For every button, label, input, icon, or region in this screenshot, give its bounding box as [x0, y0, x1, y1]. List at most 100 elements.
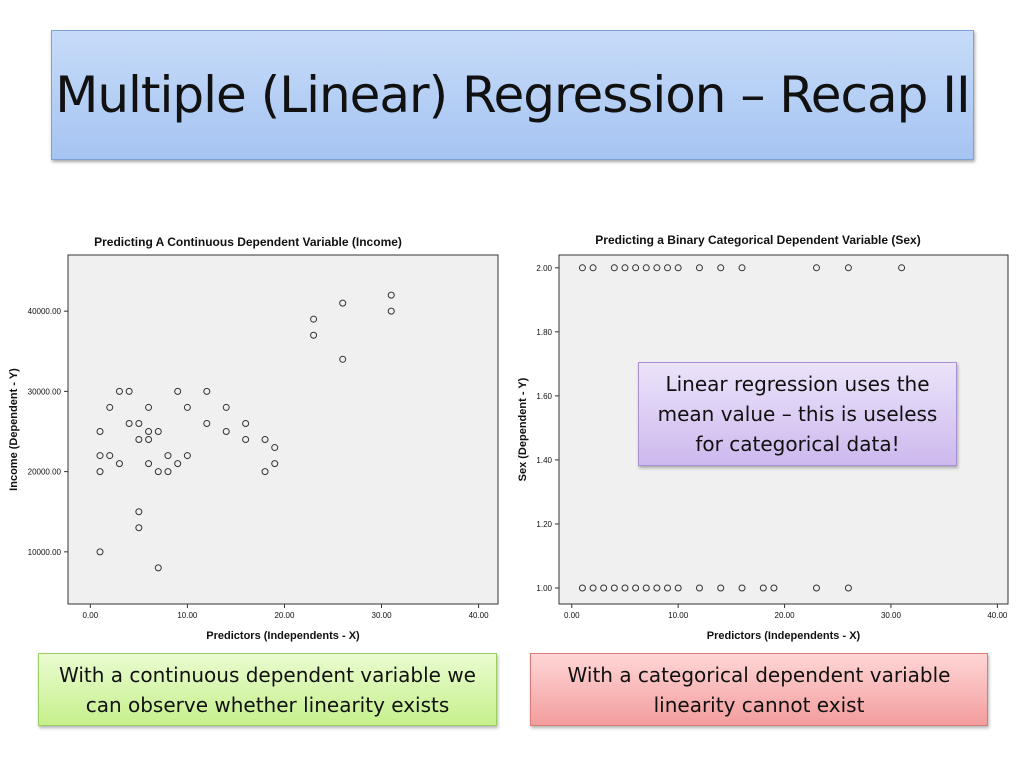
- sex-x-tick-label: 10.00: [668, 611, 689, 620]
- sex-y-tick-label: 1.20: [536, 520, 552, 529]
- income-data-point: [115, 387, 123, 395]
- continuous-note-callout: With a continuous dependent variable we …: [38, 653, 497, 726]
- income-data-point: [145, 403, 153, 411]
- income-data-point: [242, 419, 250, 427]
- sex-data-point: [600, 584, 608, 592]
- sex-y-axis-label: Sex (Dependent - Y): [517, 377, 529, 481]
- income-data-point: [339, 355, 347, 363]
- sex-data-point: [844, 264, 852, 272]
- income-data-point: [154, 564, 162, 572]
- income-data-point: [242, 436, 250, 444]
- sex-y-tick-label: 1.80: [536, 328, 552, 337]
- income-y-axis-label: Income (Dependent - Y): [8, 368, 20, 491]
- income-data-point: [203, 387, 211, 395]
- sex-y-tick-label: 1.60: [536, 392, 552, 401]
- income-data-point: [135, 419, 143, 427]
- sex-data-point: [632, 584, 640, 592]
- income-x-tick-label: 10.00: [177, 611, 198, 620]
- income-data-point: [222, 403, 230, 411]
- income-data-point: [387, 307, 395, 315]
- income-data-point: [106, 403, 114, 411]
- income-data-point: [183, 403, 191, 411]
- sex-data-point: [664, 584, 672, 592]
- sex-data-point: [844, 584, 852, 592]
- income-data-point: [106, 452, 114, 460]
- income-data-point: [310, 331, 318, 339]
- sex-data-point: [653, 584, 661, 592]
- sex-data-point: [642, 264, 650, 272]
- income-chart-title: Predicting A Continuous Dependent Variab…: [94, 235, 402, 249]
- income-data-point: [96, 452, 104, 460]
- income-data-point: [271, 444, 279, 452]
- income-y-tick-label: 10000.00: [28, 548, 62, 557]
- sex-data-point: [738, 264, 746, 272]
- income-data-point: [145, 436, 153, 444]
- sex-y-tick-label: 1.40: [536, 456, 552, 465]
- income-plot-area: [67, 254, 499, 605]
- income-data-point: [115, 460, 123, 468]
- income-data-point: [339, 299, 347, 307]
- sex-data-point: [610, 264, 618, 272]
- sex-data-point: [674, 264, 682, 272]
- income-data-point: [261, 468, 269, 476]
- income-data-point: [164, 468, 172, 476]
- sex-data-point: [695, 264, 703, 272]
- sex-data-point: [578, 264, 586, 272]
- income-x-axis-label: Predictors (Independents - X): [206, 630, 360, 642]
- income-data-point: [125, 387, 133, 395]
- sex-x-axis-label: Predictors (Independents - X): [707, 630, 861, 642]
- sex-data-point: [621, 264, 629, 272]
- income-data-point: [135, 508, 143, 516]
- continuous-note-text: With a continuous dependent variable we …: [59, 662, 476, 717]
- income-data-point: [154, 428, 162, 436]
- income-data-point: [164, 452, 172, 460]
- income-data-point: [203, 419, 211, 427]
- sex-data-point: [610, 584, 618, 592]
- sex-y-tick-label: 1.00: [536, 584, 552, 593]
- sex-x-tick-label: 40.00: [987, 611, 1008, 620]
- income-data-point: [261, 436, 269, 444]
- title-banner: Multiple (Linear) Regression – Recap II: [51, 30, 974, 160]
- sex-data-point: [589, 264, 597, 272]
- income-x-tick-label: 30.00: [372, 611, 393, 620]
- income-y-tick-label: 40000.00: [28, 307, 62, 316]
- income-data-point: [125, 419, 133, 427]
- income-data-point: [145, 428, 153, 436]
- sex-x-tick-label: 30.00: [881, 611, 902, 620]
- sex-y-tick-label: 2.00: [536, 264, 552, 273]
- categorical-note-text: With a categorical dependent variable li…: [567, 662, 951, 717]
- income-data-point: [183, 452, 191, 460]
- categorical-note-callout: With a categorical dependent variable li…: [530, 653, 988, 726]
- income-data-point: [135, 436, 143, 444]
- sex-data-point: [898, 264, 906, 272]
- income-y-tick-label: 30000.00: [28, 387, 62, 396]
- sex-data-point: [738, 584, 746, 592]
- sex-data-point: [632, 264, 640, 272]
- sex-x-tick-label: 20.00: [775, 611, 796, 620]
- sex-data-point: [759, 584, 767, 592]
- mean-value-callout: Linear regression uses the mean value – …: [638, 362, 957, 466]
- sex-data-point: [664, 264, 672, 272]
- sex-data-point: [589, 584, 597, 592]
- sex-data-point: [653, 264, 661, 272]
- sex-data-point: [770, 584, 778, 592]
- income-data-point: [135, 524, 143, 532]
- sex-data-point: [642, 584, 650, 592]
- income-data-point: [387, 291, 395, 299]
- slide-title: Multiple (Linear) Regression – Recap II: [55, 66, 971, 124]
- sex-data-point: [695, 584, 703, 592]
- sex-data-point: [621, 584, 629, 592]
- sex-x-tick-label: 0.00: [564, 611, 580, 620]
- income-data-point: [222, 428, 230, 436]
- income-data-point: [96, 428, 104, 436]
- income-data-point: [174, 460, 182, 468]
- sex-data-point: [812, 264, 820, 272]
- income-y-tick-label: 20000.00: [28, 468, 62, 477]
- sex-data-point: [717, 584, 725, 592]
- sex-data-point: [812, 584, 820, 592]
- sex-data-point: [674, 584, 682, 592]
- income-data-point: [310, 315, 318, 323]
- income-data-point: [271, 460, 279, 468]
- income-chart: Predicting A Continuous Dependent Variab…: [8, 235, 499, 642]
- sex-data-point: [717, 264, 725, 272]
